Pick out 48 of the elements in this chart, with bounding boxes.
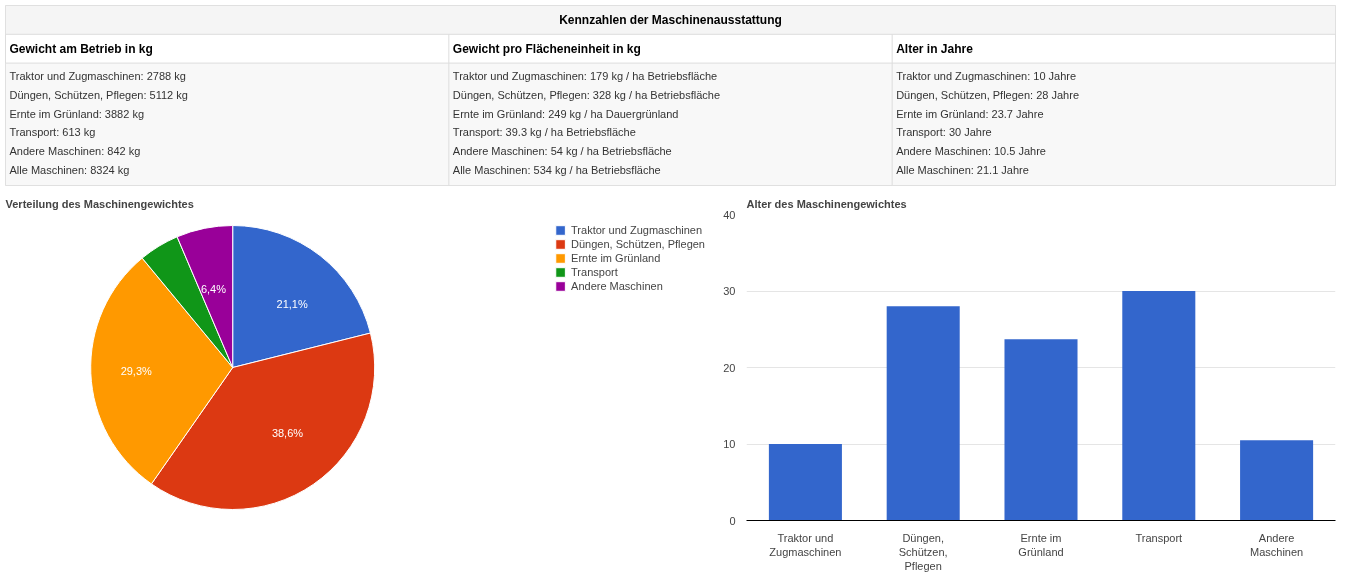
text: Transport: 613 kg <box>9 126 96 139</box>
x-tick-label: Transport <box>1135 531 1183 544</box>
bar <box>768 444 842 521</box>
data-label: 6,4% <box>200 283 227 296</box>
x-tick-label: Andere Maschinen <box>1250 531 1304 558</box>
x-tick-label: Traktor und Zugmaschinen <box>769 531 842 558</box>
y-tick-label: 40 <box>723 208 736 221</box>
text: Transport: 39.3 kg / ha Betriebsfläche <box>452 126 636 139</box>
text: Andere Maschinen: 54 kg / ha Betriebsfläche <box>452 145 672 158</box>
bar <box>1240 440 1314 521</box>
y-tick-label: 20 <box>723 361 736 374</box>
text: Andere Maschinen: 10.5 Jahre <box>896 145 1046 158</box>
text: Alle Maschinen: 21.1 Jahre <box>896 164 1029 177</box>
text: Ernte im Grünland: 23.7 Jahre <box>896 107 1044 120</box>
text: Ernte im Grünland: 3882 kg <box>9 107 145 120</box>
legend-label: Andere Maschinen <box>571 280 663 292</box>
bar <box>1122 291 1196 521</box>
text: Alle Maschinen: 8324 kg <box>9 164 130 177</box>
bar <box>886 306 960 521</box>
text: Andere Maschinen: 842 kg <box>9 145 141 158</box>
bar <box>1004 339 1078 521</box>
legend-label: Düngen, Schützen, Pflegen <box>571 238 705 250</box>
text: Traktor und Zugmaschinen: 10 Jahre <box>896 69 1077 82</box>
x-tick-label: Ernte im Grünland <box>1018 531 1064 558</box>
text: Düngen, Schützen, Pflegen: 28 Jahre <box>896 88 1080 101</box>
y-tick-label: 30 <box>723 285 736 297</box>
text: Düngen, Schützen, Pflegen: 5112 kg <box>9 88 188 101</box>
text: Traktor und Zugmaschinen: 2788 kg <box>9 69 186 82</box>
y-tick-label: 0 <box>729 514 736 527</box>
category-label: Alter in Jahre <box>896 41 974 56</box>
legend-label: Ernte im Grünland <box>571 252 661 264</box>
data-label: 21,1% <box>276 298 308 311</box>
text: Ernte im Grünland: 249 kg / ha Dauergrünland <box>452 107 679 120</box>
text: Düngen, Schützen, Pflegen: 328 kg / ha Betriebsfläche <box>452 88 721 101</box>
category-label: Gewicht am Betrieb in kg <box>9 41 153 56</box>
x-tick-label: Düngen, Schützen, Pflegen <box>898 531 948 573</box>
text: Alle Maschinen: 534 kg / ha Betriebsfläche <box>452 164 661 177</box>
text: Transport: 30 Jahre <box>896 126 992 139</box>
category-label: Gewicht pro Flächeneinheit in kg <box>452 41 641 56</box>
chart-title: Verteilung des Maschinengewichtes <box>5 197 194 210</box>
legend-label: Traktor und Zugmaschinen <box>571 224 703 236</box>
y-tick-label: 10 <box>723 438 736 450</box>
chart-title: Alter des Maschinengewichtes <box>746 197 907 210</box>
data-label: 38,6% <box>271 427 304 440</box>
text: Kennzahlen der Maschinenausstattung <box>559 12 782 27</box>
legend-label: Transport <box>571 266 618 278</box>
data-label: 29,3% <box>120 364 153 377</box>
text: Traktor und Zugmaschinen: 179 kg / ha Betriebsfläche <box>452 69 718 82</box>
